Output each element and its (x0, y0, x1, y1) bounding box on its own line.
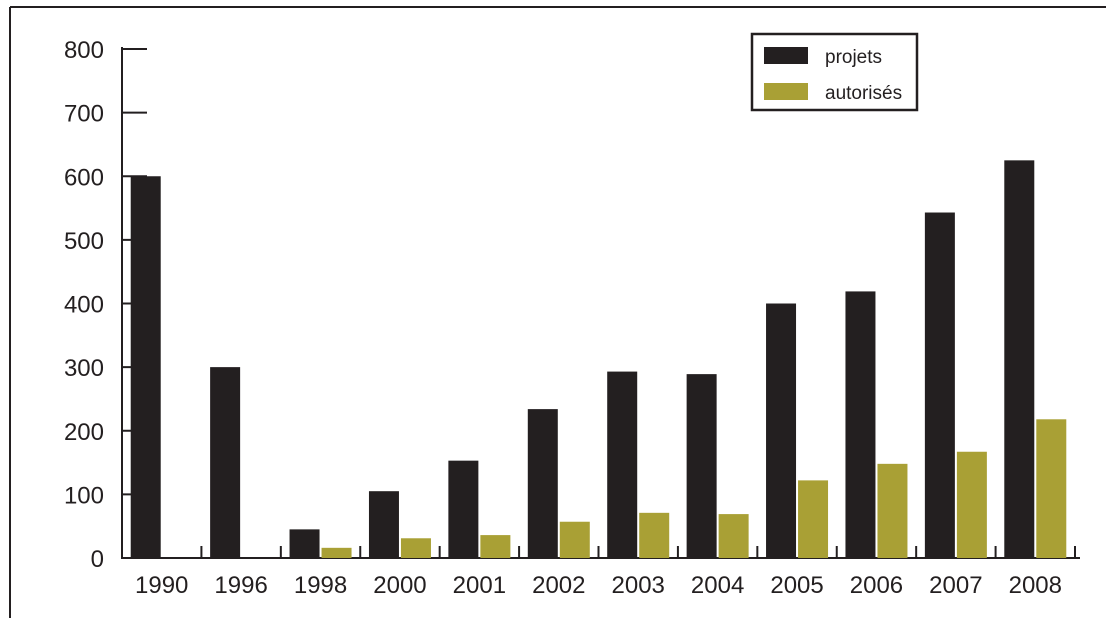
bar-projets (368, 491, 399, 558)
legend-label-projets: projets (825, 47, 882, 68)
y-tick-label: 0 (91, 546, 104, 573)
bar-projets (130, 176, 161, 558)
legend-label-autorises: autorisés (825, 83, 902, 104)
bar-projets (924, 212, 955, 559)
bar-autorises (400, 538, 431, 558)
y-tick-label: 400 (64, 292, 104, 319)
bar-autorises (956, 451, 987, 558)
y-tick-label: 600 (64, 164, 104, 191)
x-ticks: 1990 1996 1998 2000 2001 2002 2003 2004 2005 2006… (135, 546, 1076, 599)
bar-projets (210, 367, 241, 558)
bar-autorises (718, 514, 749, 558)
bar-autorises (321, 547, 352, 558)
bar-autorises (559, 521, 590, 558)
y-tick-label: 100 (64, 482, 104, 509)
y-tick-label: 200 (64, 419, 104, 446)
y-tick-label: 700 (64, 101, 104, 128)
x-tick-label: 2003 (612, 572, 665, 599)
x-tick-label: 2001 (453, 572, 506, 599)
bar-autorises (639, 512, 670, 558)
y-tick-label: 500 (64, 228, 104, 255)
x-tick-label: 2006 (850, 572, 903, 599)
legend-swatch-autorises (764, 83, 808, 100)
y-ticks: 0 100 200 300 400 500 600 700 800 (64, 37, 147, 573)
x-tick-label: 2002 (532, 572, 585, 599)
bar-autorises (1036, 419, 1067, 558)
bar-projets (448, 460, 479, 558)
bar-projets (527, 409, 558, 558)
bar-autorises (480, 535, 511, 558)
x-tick-label: 1996 (214, 572, 267, 599)
bar-autorises (877, 463, 908, 558)
y-tick-label: 300 (64, 355, 104, 382)
x-tick-label: 2000 (373, 572, 426, 599)
x-tick-label: 2005 (770, 572, 823, 599)
bar-projets (766, 303, 797, 558)
x-tick-label: 2008 (1009, 572, 1062, 599)
x-tick-label: 2007 (929, 572, 982, 599)
bar-projets (607, 371, 638, 558)
legend-swatch-projets (764, 47, 808, 64)
bars (130, 160, 1067, 559)
bar-autorises (798, 480, 829, 558)
legend: projets autorisés (750, 32, 919, 112)
bar-projets (1004, 160, 1035, 558)
bar-projets (289, 529, 320, 558)
bar-projets (845, 291, 876, 558)
y-tick-label: 800 (64, 37, 104, 64)
x-tick-label: 1990 (135, 572, 188, 599)
x-tick-label: 1998 (294, 572, 347, 599)
x-tick-label: 2004 (691, 572, 744, 599)
bar-projets (686, 374, 717, 558)
